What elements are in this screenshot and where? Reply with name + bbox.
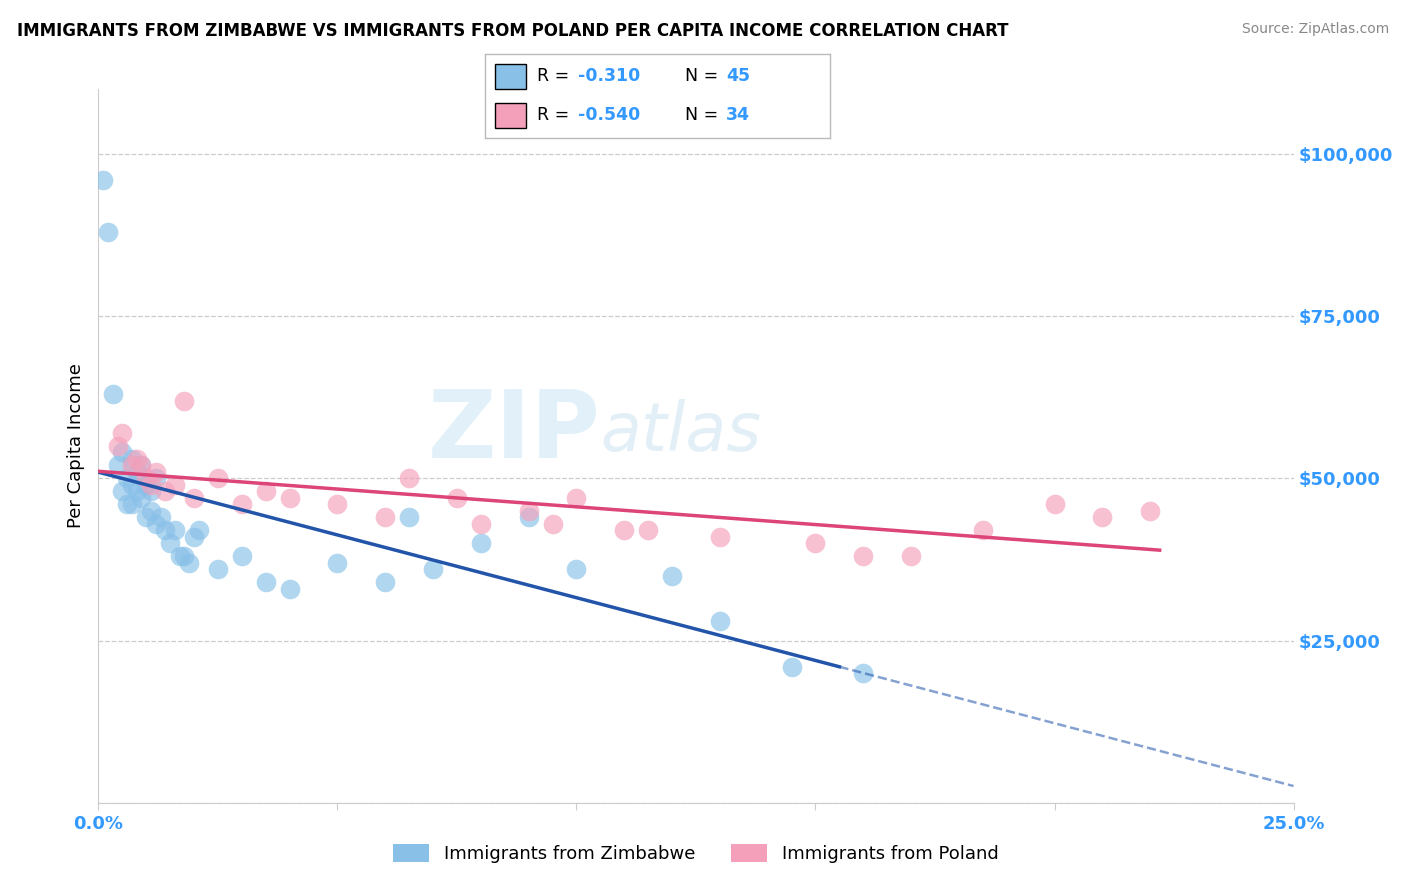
Point [517, 504, 540, 518]
Point [852, 549, 875, 564]
Point [101, 387, 124, 401]
Point [1091, 510, 1114, 524]
Text: N =: N = [685, 106, 724, 124]
Point [169, 549, 191, 564]
Point [900, 549, 922, 564]
Point [111, 425, 134, 440]
Point [139, 484, 162, 499]
Y-axis label: Per Capita Income: Per Capita Income [66, 364, 84, 528]
Point [139, 504, 162, 518]
Point [231, 549, 253, 564]
Point [278, 582, 301, 596]
FancyBboxPatch shape [495, 103, 526, 128]
Point [163, 524, 186, 538]
Point [97, 225, 120, 239]
Point [139, 478, 162, 492]
Point [1139, 504, 1161, 518]
Point [183, 530, 205, 544]
Point [145, 465, 167, 479]
Point [159, 536, 181, 550]
Point [121, 478, 143, 492]
Point [125, 484, 148, 499]
Point [470, 516, 492, 531]
Point [1043, 497, 1066, 511]
Point [278, 491, 301, 505]
Point [709, 614, 731, 628]
Point [145, 471, 167, 485]
Point [254, 484, 277, 499]
Point [326, 497, 349, 511]
Text: -0.310: -0.310 [578, 68, 640, 86]
Point [179, 556, 201, 570]
Point [637, 524, 659, 538]
Point [121, 452, 143, 467]
Point [254, 575, 277, 590]
Point [187, 524, 209, 538]
Point [135, 478, 157, 492]
Point [231, 497, 253, 511]
Point [709, 530, 731, 544]
Point [470, 536, 492, 550]
Point [398, 510, 420, 524]
Text: R =: R = [537, 68, 575, 86]
Point [207, 562, 229, 576]
Point [163, 478, 186, 492]
Point [135, 510, 157, 524]
Point [121, 497, 143, 511]
Point [804, 536, 827, 550]
Text: 45: 45 [725, 68, 751, 86]
Point [149, 510, 172, 524]
Point [131, 491, 153, 505]
Point [326, 556, 349, 570]
Point [374, 575, 396, 590]
Point [125, 452, 148, 467]
Point [145, 516, 167, 531]
Point [852, 666, 875, 681]
Point [541, 516, 564, 531]
Point [972, 524, 994, 538]
Point [183, 491, 205, 505]
Point [374, 510, 396, 524]
FancyBboxPatch shape [495, 63, 526, 89]
Point [155, 524, 177, 538]
Point [131, 458, 153, 473]
Point [107, 439, 129, 453]
Point [115, 497, 138, 511]
Point [125, 465, 148, 479]
Point [517, 510, 540, 524]
Point [661, 568, 683, 582]
Point [107, 458, 129, 473]
Legend: Immigrants from Zimbabwe, Immigrants from Poland: Immigrants from Zimbabwe, Immigrants fro… [384, 835, 1008, 872]
Point [446, 491, 468, 505]
Point [173, 393, 195, 408]
Point [135, 471, 157, 485]
Point [173, 549, 195, 564]
Point [207, 471, 229, 485]
Point [121, 458, 143, 473]
Point [115, 471, 138, 485]
Point [398, 471, 420, 485]
Text: N =: N = [685, 68, 724, 86]
Text: R =: R = [537, 106, 575, 124]
Point [155, 484, 177, 499]
Point [111, 484, 134, 499]
Point [613, 524, 636, 538]
Text: IMMIGRANTS FROM ZIMBABWE VS IMMIGRANTS FROM POLAND PER CAPITA INCOME CORRELATION: IMMIGRANTS FROM ZIMBABWE VS IMMIGRANTS F… [17, 22, 1008, 40]
Point [422, 562, 444, 576]
Text: atlas: atlas [600, 399, 762, 465]
Point [780, 659, 803, 673]
Text: -0.540: -0.540 [578, 106, 640, 124]
Point [565, 562, 588, 576]
Point [565, 491, 588, 505]
Point [91, 173, 114, 187]
Text: 34: 34 [725, 106, 751, 124]
Text: Source: ZipAtlas.com: Source: ZipAtlas.com [1241, 22, 1389, 37]
Point [131, 458, 153, 473]
Point [111, 445, 134, 459]
Text: ZIP: ZIP [427, 385, 600, 478]
